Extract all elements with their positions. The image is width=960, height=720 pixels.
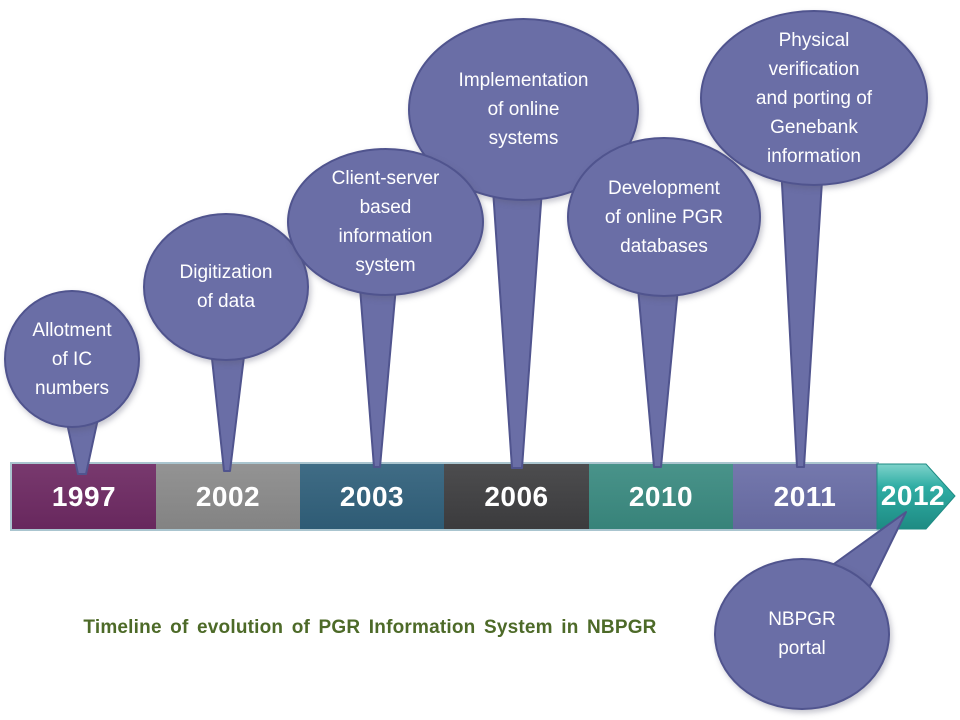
tail-2011 (780, 164, 824, 468)
timeline-segment-2002: 2002 (156, 464, 300, 529)
year-label-2006: 2006 (484, 480, 549, 512)
balloon-text: Client-server based information system (331, 168, 440, 276)
year-label-2012: 2012 (880, 479, 946, 511)
tail-2006 (491, 174, 544, 469)
balloon-digitization-of-data: Digitization of data (143, 213, 309, 361)
balloon-text: Allotment of IC numbers (32, 319, 112, 399)
balloon-nbpgr-portal: NBPGR portal (714, 558, 890, 710)
balloon-allotment-of-ic-numbers: Allotment of IC numbers (4, 290, 140, 428)
timeline-arrow-2012 (876, 463, 956, 530)
timeline-segment-2010: 2010 (589, 464, 733, 529)
year-label-2003: 2003 (339, 480, 405, 512)
tail-2003 (358, 274, 398, 468)
balloon-client-server-system: Client-server based information system (287, 148, 484, 296)
year-label-1997: 1997 (51, 480, 117, 512)
timeline-segment-2003: 2003 (300, 464, 444, 529)
year-label-2011: 2011 (773, 480, 837, 512)
balloon-development-pgr-databases: Development of online PGR databases (567, 137, 761, 297)
balloon-text: Physical verification and porting of Gen… (755, 29, 873, 167)
balloon-text: Development of online PGR databases (604, 177, 724, 257)
tail-2010 (637, 287, 679, 468)
timeline-segment-2006: 2006 (444, 464, 589, 529)
timeline-segment-2011: 2011 (733, 464, 877, 529)
balloon-text: Digitization of data (179, 262, 273, 312)
timeline-bar: 1997 2002 2003 2006 2010 2011 (10, 462, 879, 531)
year-label-2010: 2010 (628, 480, 694, 512)
balloon-text: NBPGR portal (768, 609, 836, 659)
balloon-text: Implementation of online systems (458, 70, 589, 149)
balloon-physical-verification-genebank: Physical verification and porting of Gen… (700, 10, 928, 186)
year-label-2002: 2002 (195, 480, 261, 512)
slide-caption: Timeline of evolution of PGR Information… (83, 617, 657, 638)
